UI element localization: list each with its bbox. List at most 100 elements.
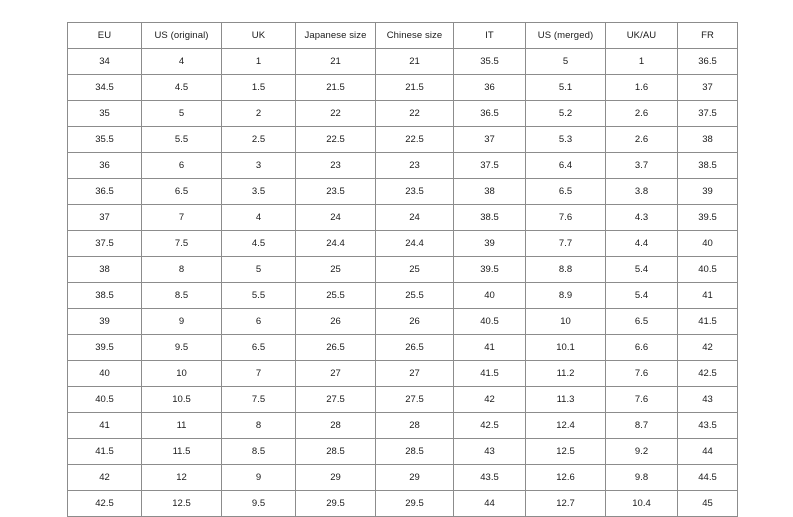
table-cell: 28.5 — [295, 438, 376, 465]
table-cell: 45 — [677, 490, 738, 517]
table-cell: 10.1 — [525, 334, 606, 361]
table-cell: 6 — [141, 152, 222, 179]
table-row: 37.5 7.5 4.5 24.4 24.4 39 7.7 4.4 40 — [67, 230, 738, 257]
column-header-us-merged: US (merged) — [525, 22, 606, 49]
table-cell: 42.5 — [677, 360, 738, 387]
table-cell: 7.6 — [605, 386, 678, 413]
table-cell: 4.4 — [605, 230, 678, 257]
table-cell: 41.5 — [67, 438, 142, 465]
table-cell: 25 — [375, 256, 454, 283]
table-cell: 5.3 — [525, 126, 606, 153]
table-cell: 44.5 — [677, 464, 738, 491]
table-header-row: EU US (original) UK Japanese size Chinese si… — [67, 22, 738, 49]
table-cell: 12.5 — [141, 490, 222, 517]
column-header-us-original: US (original) — [141, 22, 222, 49]
table-cell: 12.4 — [525, 412, 606, 439]
table-row: 39 9 6 26 26 40.5 10 6.5 41.5 — [67, 308, 738, 335]
table-cell: 36.5 — [677, 48, 738, 75]
table-cell: 3 — [221, 152, 296, 179]
table-row: 37 7 4 24 24 38.5 7.6 4.3 39.5 — [67, 204, 738, 231]
table-cell: 8 — [221, 412, 296, 439]
table-cell: 40.5 — [67, 386, 142, 413]
table-cell: 10.4 — [605, 490, 678, 517]
table-cell: 41 — [453, 334, 526, 361]
column-header-uk-au: UK/AU — [605, 22, 678, 49]
table-row: 35.5 5.5 2.5 22.5 22.5 37 5.3 2.6 38 — [67, 126, 738, 153]
table-cell: 38.5 — [67, 282, 142, 309]
table-cell: 11.5 — [141, 438, 222, 465]
table-cell: 36.5 — [67, 178, 142, 205]
table-cell: 8.5 — [141, 282, 222, 309]
table-cell: 8.7 — [605, 412, 678, 439]
table-cell: 41.5 — [677, 308, 738, 335]
table-cell: 35.5 — [453, 48, 526, 75]
table-cell: 22 — [375, 100, 454, 127]
table-cell: 35.5 — [67, 126, 142, 153]
table-cell: 5.2 — [525, 100, 606, 127]
table-cell: 38 — [677, 126, 738, 153]
table-cell: 39 — [453, 230, 526, 257]
table-cell: 1 — [605, 48, 678, 75]
table-cell: 7.6 — [605, 360, 678, 387]
table-cell: 34 — [67, 48, 142, 75]
table-cell: 21 — [375, 48, 454, 75]
table-cell: 6.5 — [525, 178, 606, 205]
table-row: 38 8 5 25 25 39.5 8.8 5.4 40.5 — [67, 256, 738, 283]
table-cell: 9.8 — [605, 464, 678, 491]
table-cell: 6 — [221, 308, 296, 335]
table-cell: 29.5 — [375, 490, 454, 517]
table-cell: 4 — [141, 48, 222, 75]
table-cell: 42 — [677, 334, 738, 361]
column-header-japanese-size: Japanese size — [295, 22, 376, 49]
table-cell: 24 — [295, 204, 376, 231]
table-cell: 3.8 — [605, 178, 678, 205]
page-root: EU US (original) UK Japanese size Chinese si… — [67, 22, 738, 517]
table-cell: 7.6 — [525, 204, 606, 231]
table-cell: 37 — [67, 204, 142, 231]
table-cell: 9.2 — [605, 438, 678, 465]
table-cell: 10 — [141, 360, 222, 387]
table-cell: 25 — [295, 256, 376, 283]
table-row: 39.5 9.5 6.5 26.5 26.5 41 10.1 6.6 42 — [67, 334, 738, 361]
table-row: 41.5 11.5 8.5 28.5 28.5 43 12.5 9.2 44 — [67, 438, 738, 465]
table-cell: 8 — [141, 256, 222, 283]
table-cell: 23 — [375, 152, 454, 179]
table-cell: 35 — [67, 100, 142, 127]
table-cell: 5.5 — [141, 126, 222, 153]
table-cell: 8.8 — [525, 256, 606, 283]
table-cell: 27.5 — [375, 386, 454, 413]
table-cell: 39 — [677, 178, 738, 205]
table-cell: 38.5 — [677, 152, 738, 179]
table-cell: 37.5 — [453, 152, 526, 179]
table-cell: 6.4 — [525, 152, 606, 179]
table-cell: 28 — [375, 412, 454, 439]
table-cell: 1.6 — [605, 74, 678, 101]
table-row: 40.5 10.5 7.5 27.5 27.5 42 11.3 7.6 43 — [67, 386, 738, 413]
table-cell: 43 — [677, 386, 738, 413]
table-cell: 22 — [295, 100, 376, 127]
table-row: 42 12 9 29 29 43.5 12.6 9.8 44.5 — [67, 464, 738, 491]
table-cell: 7 — [221, 360, 296, 387]
table-cell: 8.9 — [525, 282, 606, 309]
table-cell: 8.5 — [221, 438, 296, 465]
table-cell: 7.5 — [221, 386, 296, 413]
table-cell: 24 — [375, 204, 454, 231]
table-cell: 37 — [677, 74, 738, 101]
table-cell: 4.3 — [605, 204, 678, 231]
table-cell: 37.5 — [677, 100, 738, 127]
table-cell: 41 — [677, 282, 738, 309]
table-cell: 29 — [295, 464, 376, 491]
table-cell: 26.5 — [375, 334, 454, 361]
table-cell: 12.5 — [525, 438, 606, 465]
table-cell: 27 — [295, 360, 376, 387]
table-cell: 44 — [677, 438, 738, 465]
table-cell: 24.4 — [375, 230, 454, 257]
table-cell: 42 — [453, 386, 526, 413]
table-cell: 4.5 — [221, 230, 296, 257]
table-cell: 23.5 — [375, 178, 454, 205]
table-cell: 11.2 — [525, 360, 606, 387]
table-header: EU US (original) UK Japanese size Chinese si… — [67, 22, 738, 49]
table-cell: 5 — [221, 256, 296, 283]
table-cell: 26.5 — [295, 334, 376, 361]
table-cell: 12 — [141, 464, 222, 491]
